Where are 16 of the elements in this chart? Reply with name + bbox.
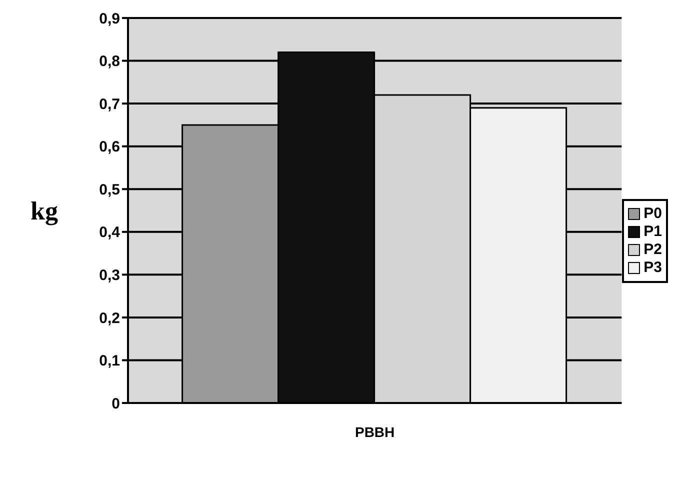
y-tick-label: 0,4: [99, 224, 121, 242]
y-tick-label: 0,7: [99, 96, 120, 113]
y-tick-label: 0: [112, 395, 120, 412]
y-tick-label: 0,8: [99, 53, 120, 70]
y-tick-label: 0,9: [99, 10, 120, 28]
y-tick-label: 0,2: [99, 310, 120, 327]
y-tick-label: 0,1: [99, 352, 120, 370]
legend-label: P2: [644, 240, 662, 258]
y-tick-label: 0,5: [99, 181, 120, 198]
legend-label: P0: [644, 204, 662, 222]
y-tick-label: 0,3: [99, 266, 120, 284]
legend-label: P3: [644, 258, 662, 276]
y-axis-title: kg: [30, 196, 58, 226]
x-tick-label: PBBH: [354, 424, 395, 440]
y-tick-label: 0,6: [99, 138, 120, 156]
legend-label: P1: [644, 222, 662, 240]
